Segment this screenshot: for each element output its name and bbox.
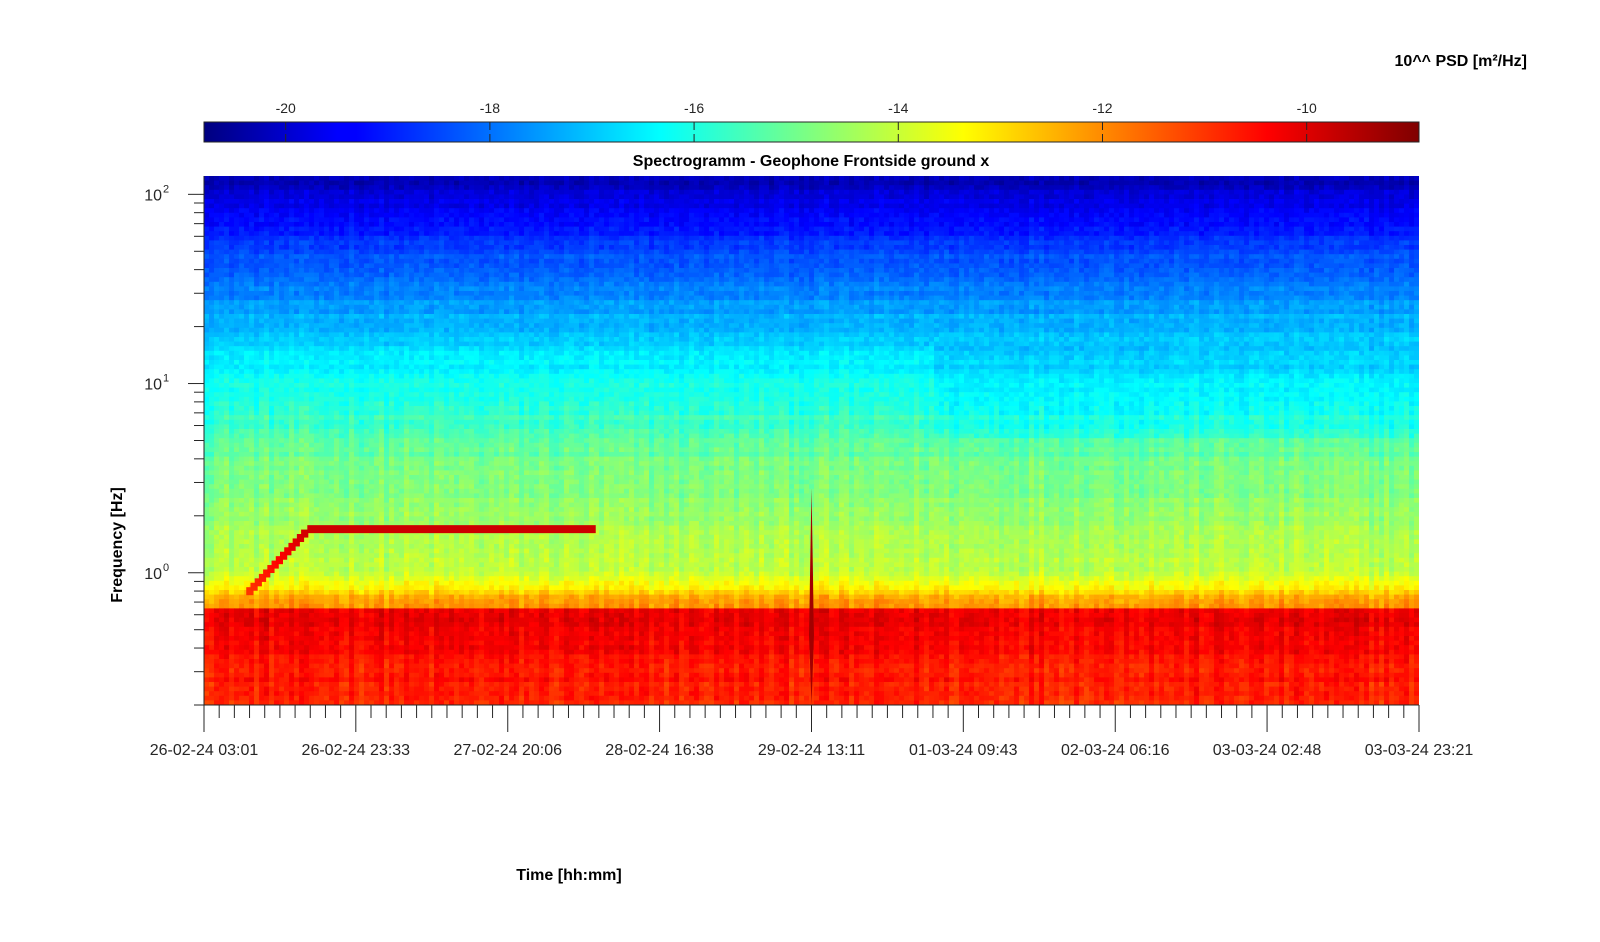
plot-area	[204, 176, 1419, 705]
x-tick-label: 29-02-24 13:11	[758, 742, 865, 759]
broadband-event	[809, 488, 814, 705]
x-tick-label: 01-03-24 09:43	[909, 742, 1018, 759]
colorbar-tick-label: -10	[1297, 100, 1317, 116]
colorbar-tick-label: -18	[480, 100, 500, 116]
x-tick-label: 02-03-24 06:16	[1061, 742, 1170, 759]
y-tick-exponent: 1	[163, 373, 169, 385]
tonal-line-ramp	[263, 569, 271, 578]
tonal-line-ramp	[284, 547, 292, 556]
tonal-line-ramp	[250, 582, 258, 591]
x-axis-label: Time [hh:mm]	[516, 867, 621, 884]
tonal-line-ramp	[275, 556, 283, 565]
colorbar-label: 10^^ PSD [m²/Hz]	[1395, 53, 1527, 70]
y-tick-exponent: 0	[163, 562, 169, 574]
x-axis: 26-02-24 03:01 26-02-24 23:33 27-02-24 20:…	[150, 704, 1474, 759]
x-tick-label: 26-02-24 03:01	[150, 742, 259, 759]
y-tick-label: 10	[144, 377, 162, 394]
colorbar-tick-label: -16	[684, 100, 704, 116]
tonal-line-ramp	[296, 534, 305, 543]
tonal-line-ramp	[279, 551, 288, 560]
colorbar-ticks: -20 -18 -16 -14 -12 -10	[276, 100, 1317, 142]
tonal-line-ramp	[246, 587, 254, 596]
x-tick-label: 27-02-24 20:06	[453, 742, 562, 759]
tonal-line-ramp	[258, 573, 267, 582]
tonal-line-ramp	[271, 560, 279, 569]
y-tick-label: 10	[144, 187, 162, 204]
colorbar-gradient	[203, 121, 1420, 143]
colorbar-tick-label: -12	[1092, 100, 1112, 116]
x-tick-label: 28-02-24 16:38	[605, 742, 714, 759]
chart-title: Spectrogramm - Geophone Frontside ground…	[633, 153, 990, 170]
colorbar: -20 -18 -16 -14 -12 -10 10^^ PSD [m²/Hz]	[203, 53, 1527, 143]
tonal-line	[307, 525, 596, 534]
spectrogram-features	[246, 488, 814, 705]
y-axis-label: Frequency [Hz]	[109, 487, 126, 603]
x-tick-label: 03-03-24 02:48	[1213, 742, 1322, 759]
tonal-line-ramp	[254, 578, 262, 587]
tonal-line-ramp	[301, 529, 309, 538]
spectrogram-image	[204, 176, 1419, 705]
x-tick-label: 26-02-24 23:33	[302, 742, 411, 759]
colorbar-tick-label: -14	[888, 100, 908, 116]
tonal-line-ramp	[267, 565, 275, 574]
tonal-line-ramp	[288, 542, 296, 551]
y-tick-exponent: 2	[163, 183, 169, 195]
colorbar-tick-label: -20	[276, 100, 296, 116]
x-tick-label: 03-03-24 23:21	[1365, 742, 1474, 759]
y-tick-label: 10	[144, 566, 162, 583]
tonal-line-ramp	[292, 538, 300, 547]
